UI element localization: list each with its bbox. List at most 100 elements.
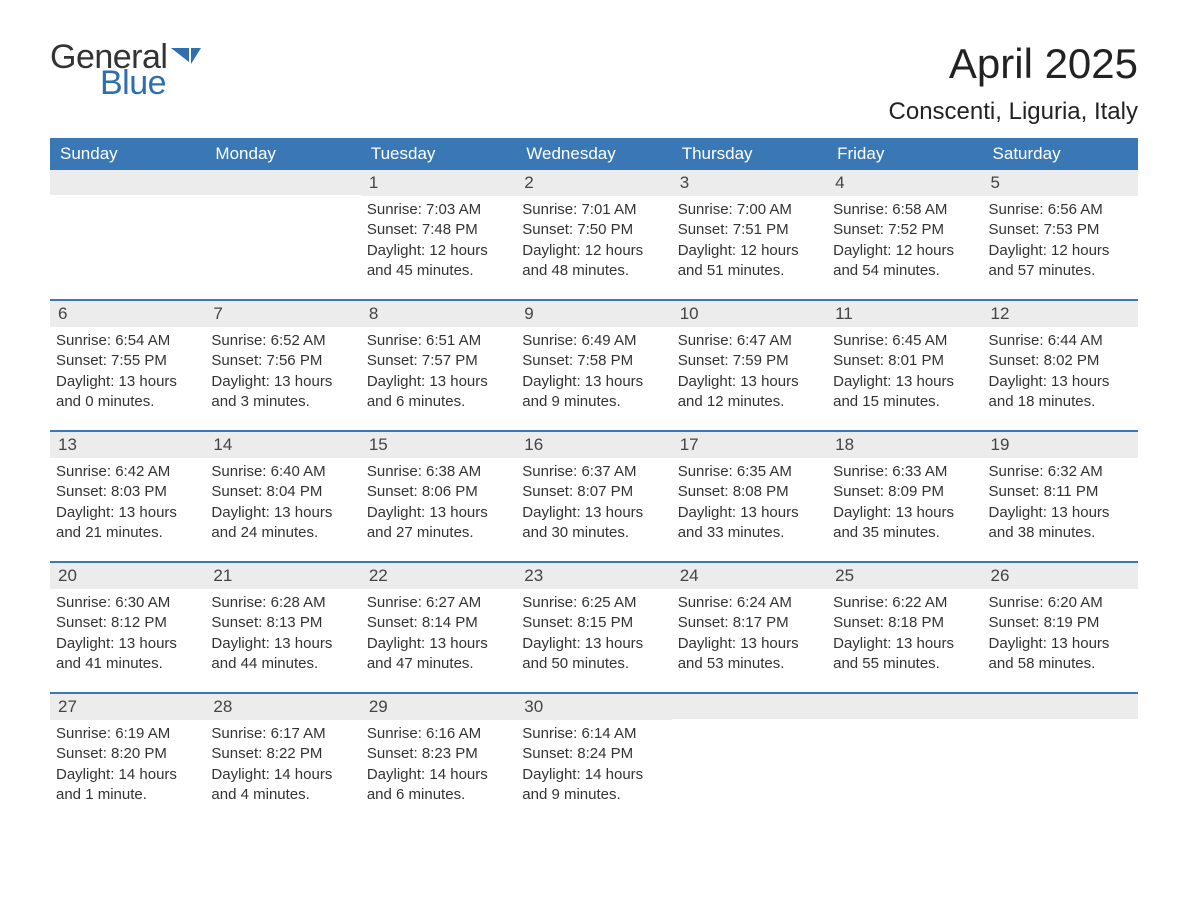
sunrise-text: Sunrise: 6:38 AM xyxy=(367,462,508,482)
daylight-text: Daylight: 13 hours and 53 minutes. xyxy=(678,634,819,675)
calendar-week: 13Sunrise: 6:42 AMSunset: 8:03 PMDayligh… xyxy=(50,430,1138,547)
sunset-text: Sunset: 7:48 PM xyxy=(367,220,508,240)
day-number: 11 xyxy=(827,301,982,327)
daylight-text: Daylight: 13 hours and 0 minutes. xyxy=(56,372,197,413)
daylight-text: Daylight: 13 hours and 15 minutes. xyxy=(833,372,974,413)
sunset-text: Sunset: 8:20 PM xyxy=(56,744,197,764)
daylight-text: Daylight: 13 hours and 27 minutes. xyxy=(367,503,508,544)
day-number: 13 xyxy=(50,432,205,458)
day-details: Sunrise: 6:49 AMSunset: 7:58 PMDaylight:… xyxy=(516,327,671,416)
location-label: Conscenti, Liguria, Italy xyxy=(889,98,1138,126)
sunrise-text: Sunrise: 6:19 AM xyxy=(56,724,197,744)
sunset-text: Sunset: 7:55 PM xyxy=(56,351,197,371)
day-number: 29 xyxy=(361,694,516,720)
sunrise-text: Sunrise: 6:56 AM xyxy=(989,200,1130,220)
sunrise-text: Sunrise: 6:47 AM xyxy=(678,331,819,351)
day-details: Sunrise: 6:24 AMSunset: 8:17 PMDaylight:… xyxy=(672,589,827,678)
daylight-text: Daylight: 13 hours and 47 minutes. xyxy=(367,634,508,675)
day-number: 6 xyxy=(50,301,205,327)
calendar-day: 19Sunrise: 6:32 AMSunset: 8:11 PMDayligh… xyxy=(983,432,1138,547)
day-details: Sunrise: 6:27 AMSunset: 8:14 PMDaylight:… xyxy=(361,589,516,678)
daylight-text: Daylight: 12 hours and 54 minutes. xyxy=(833,241,974,282)
day-number: 14 xyxy=(205,432,360,458)
daylight-text: Daylight: 14 hours and 4 minutes. xyxy=(211,765,352,806)
calendar-day: 30Sunrise: 6:14 AMSunset: 8:24 PMDayligh… xyxy=(516,694,671,809)
sunrise-text: Sunrise: 6:14 AM xyxy=(522,724,663,744)
sunrise-text: Sunrise: 6:40 AM xyxy=(211,462,352,482)
day-details: Sunrise: 6:25 AMSunset: 8:15 PMDaylight:… xyxy=(516,589,671,678)
day-number: 2 xyxy=(516,170,671,196)
day-details: Sunrise: 6:40 AMSunset: 8:04 PMDaylight:… xyxy=(205,458,360,547)
sunrise-text: Sunrise: 7:01 AM xyxy=(522,200,663,220)
calendar-day: 15Sunrise: 6:38 AMSunset: 8:06 PMDayligh… xyxy=(361,432,516,547)
daylight-text: Daylight: 13 hours and 21 minutes. xyxy=(56,503,197,544)
sunset-text: Sunset: 8:13 PM xyxy=(211,613,352,633)
sunset-text: Sunset: 7:52 PM xyxy=(833,220,974,240)
day-details: Sunrise: 6:58 AMSunset: 7:52 PMDaylight:… xyxy=(827,196,982,285)
daylight-text: Daylight: 13 hours and 3 minutes. xyxy=(211,372,352,413)
calendar-day: 25Sunrise: 6:22 AMSunset: 8:18 PMDayligh… xyxy=(827,563,982,678)
daylight-text: Daylight: 13 hours and 24 minutes. xyxy=(211,503,352,544)
calendar-day: 4Sunrise: 6:58 AMSunset: 7:52 PMDaylight… xyxy=(827,170,982,285)
day-details: Sunrise: 6:42 AMSunset: 8:03 PMDaylight:… xyxy=(50,458,205,547)
day-details: Sunrise: 6:37 AMSunset: 8:07 PMDaylight:… xyxy=(516,458,671,547)
daylight-text: Daylight: 13 hours and 50 minutes. xyxy=(522,634,663,675)
sunset-text: Sunset: 8:18 PM xyxy=(833,613,974,633)
calendar-week: 1Sunrise: 7:03 AMSunset: 7:48 PMDaylight… xyxy=(50,170,1138,285)
sunset-text: Sunset: 8:03 PM xyxy=(56,482,197,502)
sunset-text: Sunset: 8:04 PM xyxy=(211,482,352,502)
col-header: Wednesday xyxy=(516,138,671,170)
calendar-day: 12Sunrise: 6:44 AMSunset: 8:02 PMDayligh… xyxy=(983,301,1138,416)
day-number: 12 xyxy=(983,301,1138,327)
day-number: 23 xyxy=(516,563,671,589)
sunset-text: Sunset: 7:59 PM xyxy=(678,351,819,371)
sunset-text: Sunset: 8:23 PM xyxy=(367,744,508,764)
calendar-day: 29Sunrise: 6:16 AMSunset: 8:23 PMDayligh… xyxy=(361,694,516,809)
calendar-day: 20Sunrise: 6:30 AMSunset: 8:12 PMDayligh… xyxy=(50,563,205,678)
calendar-week: 27Sunrise: 6:19 AMSunset: 8:20 PMDayligh… xyxy=(50,692,1138,809)
day-number: 10 xyxy=(672,301,827,327)
calendar-day xyxy=(50,170,205,285)
calendar-day: 22Sunrise: 6:27 AMSunset: 8:14 PMDayligh… xyxy=(361,563,516,678)
day-number xyxy=(50,170,205,195)
sunset-text: Sunset: 7:50 PM xyxy=(522,220,663,240)
sunrise-text: Sunrise: 6:20 AM xyxy=(989,593,1130,613)
daylight-text: Daylight: 13 hours and 38 minutes. xyxy=(989,503,1130,544)
calendar-day: 11Sunrise: 6:45 AMSunset: 8:01 PMDayligh… xyxy=(827,301,982,416)
day-number: 8 xyxy=(361,301,516,327)
day-number: 5 xyxy=(983,170,1138,196)
sunset-text: Sunset: 7:51 PM xyxy=(678,220,819,240)
daylight-text: Daylight: 13 hours and 30 minutes. xyxy=(522,503,663,544)
day-details: Sunrise: 6:16 AMSunset: 8:23 PMDaylight:… xyxy=(361,720,516,809)
day-details: Sunrise: 6:17 AMSunset: 8:22 PMDaylight:… xyxy=(205,720,360,809)
daylight-text: Daylight: 13 hours and 35 minutes. xyxy=(833,503,974,544)
day-number: 22 xyxy=(361,563,516,589)
sunrise-text: Sunrise: 6:54 AM xyxy=(56,331,197,351)
sunrise-text: Sunrise: 6:45 AM xyxy=(833,331,974,351)
calendar-day: 14Sunrise: 6:40 AMSunset: 8:04 PMDayligh… xyxy=(205,432,360,547)
day-details: Sunrise: 7:03 AMSunset: 7:48 PMDaylight:… xyxy=(361,196,516,285)
daylight-text: Daylight: 13 hours and 9 minutes. xyxy=(522,372,663,413)
calendar-day xyxy=(205,170,360,285)
calendar-week: 20Sunrise: 6:30 AMSunset: 8:12 PMDayligh… xyxy=(50,561,1138,678)
col-header: Saturday xyxy=(983,138,1138,170)
col-header: Sunday xyxy=(50,138,205,170)
sunrise-text: Sunrise: 6:42 AM xyxy=(56,462,197,482)
calendar-day: 17Sunrise: 6:35 AMSunset: 8:08 PMDayligh… xyxy=(672,432,827,547)
sunset-text: Sunset: 7:53 PM xyxy=(989,220,1130,240)
daylight-text: Daylight: 13 hours and 33 minutes. xyxy=(678,503,819,544)
sunrise-text: Sunrise: 6:32 AM xyxy=(989,462,1130,482)
calendar-day: 24Sunrise: 6:24 AMSunset: 8:17 PMDayligh… xyxy=(672,563,827,678)
sunrise-text: Sunrise: 6:49 AM xyxy=(522,331,663,351)
day-details: Sunrise: 6:20 AMSunset: 8:19 PMDaylight:… xyxy=(983,589,1138,678)
day-number: 3 xyxy=(672,170,827,196)
sunset-text: Sunset: 8:07 PM xyxy=(522,482,663,502)
sunset-text: Sunset: 8:19 PM xyxy=(989,613,1130,633)
sunset-text: Sunset: 8:22 PM xyxy=(211,744,352,764)
day-number: 9 xyxy=(516,301,671,327)
day-number: 26 xyxy=(983,563,1138,589)
daylight-text: Daylight: 12 hours and 45 minutes. xyxy=(367,241,508,282)
calendar-day: 27Sunrise: 6:19 AMSunset: 8:20 PMDayligh… xyxy=(50,694,205,809)
calendar-day: 23Sunrise: 6:25 AMSunset: 8:15 PMDayligh… xyxy=(516,563,671,678)
day-number xyxy=(827,694,982,719)
